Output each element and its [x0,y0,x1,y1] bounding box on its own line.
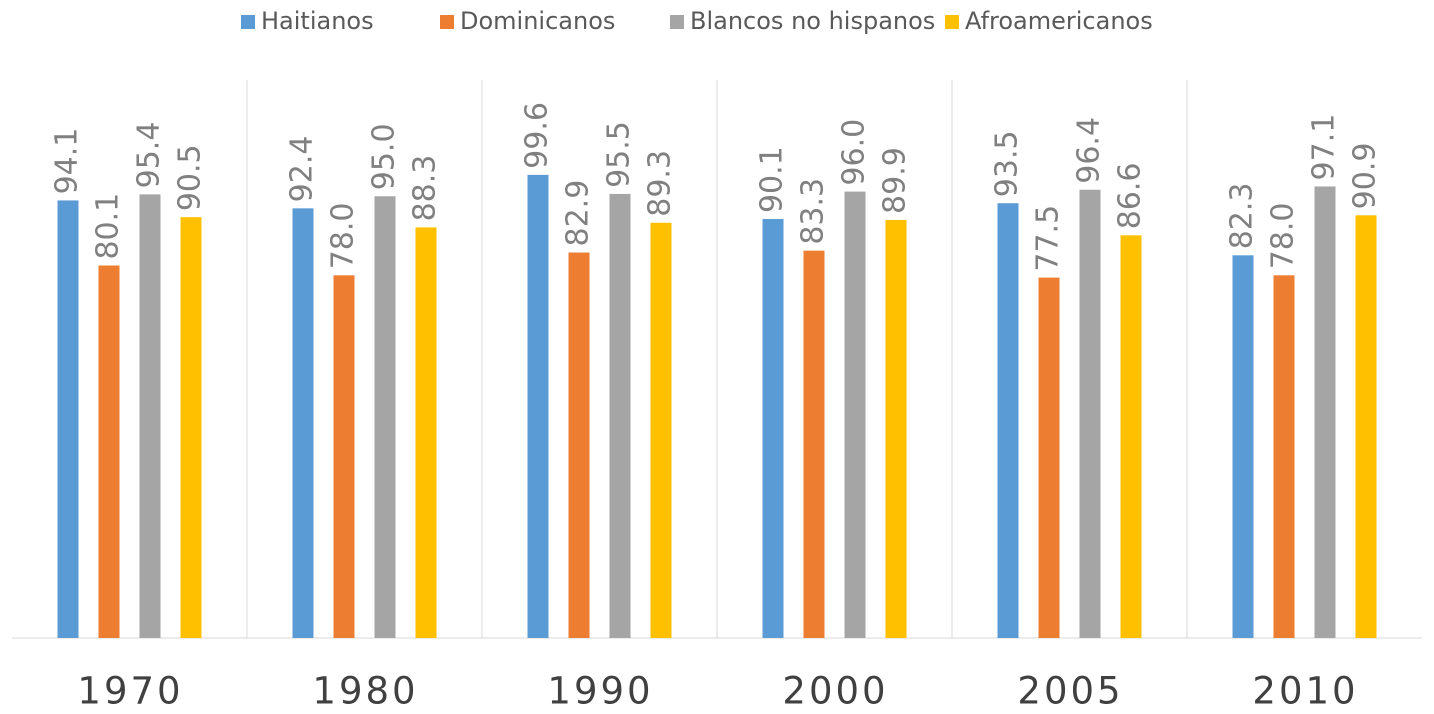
bar [844,191,866,638]
value-label: 89.9 [878,147,913,214]
value-label: 90.9 [1348,143,1383,210]
legend-swatch [241,15,255,29]
value-label: 90.1 [755,146,790,213]
bar [997,203,1019,638]
bar [98,265,120,638]
value-label: 78.0 [1266,203,1301,270]
legend-label: Dominicanos [460,7,615,35]
x-tick-label: 1970 [77,670,183,713]
bar [180,217,202,639]
value-label: 89.3 [643,150,678,217]
bar [885,219,907,638]
x-tick-label: 1990 [547,670,653,713]
value-label: 86.6 [1113,163,1148,230]
value-label: 92.4 [285,136,320,203]
bar [762,219,784,638]
bar [803,250,825,638]
bar [415,227,437,638]
value-label: 94.1 [50,128,85,195]
value-label: 95.4 [132,122,167,189]
value-label: 93.5 [990,130,1025,197]
x-tick-label: 2010 [1252,670,1358,713]
value-label: 80.1 [91,193,126,260]
legend-swatch [945,15,959,29]
value-label: 82.3 [1225,183,1260,250]
bar [650,222,672,638]
legend-label: Blancos no hispanos [690,7,935,35]
legend-label: Afroamericanos [965,7,1153,35]
bar [1355,215,1377,638]
value-label: 95.0 [367,123,402,190]
bar [292,208,314,638]
value-label: 96.0 [837,119,872,186]
bar [1120,235,1142,638]
x-tick-label: 1980 [312,670,418,713]
value-label: 88.3 [408,155,443,222]
value-label: 82.9 [561,180,596,247]
bar [1314,186,1336,639]
value-label: 95.5 [602,121,637,188]
legend-label: Haitianos [261,7,374,35]
bar [57,200,79,638]
value-label: 97.1 [1307,114,1342,181]
bar [374,196,396,638]
legend-swatch [440,15,454,29]
bar [609,193,631,639]
bar [527,174,549,639]
value-label: 83.3 [796,178,831,245]
bar [139,194,161,638]
legend-swatch [670,15,684,29]
x-tick-label: 2005 [1017,670,1123,713]
value-label: 96.4 [1072,117,1107,184]
bar [1079,189,1101,639]
value-label: 78.0 [326,203,361,270]
value-label: 90.5 [173,144,208,211]
bar [333,275,355,638]
x-tick-label: 2000 [782,670,888,713]
bar [1038,277,1060,638]
value-label: 77.5 [1031,205,1066,272]
bar [1273,275,1295,638]
bar [568,252,590,638]
bar [1232,255,1254,638]
value-label: 99.6 [520,102,555,169]
